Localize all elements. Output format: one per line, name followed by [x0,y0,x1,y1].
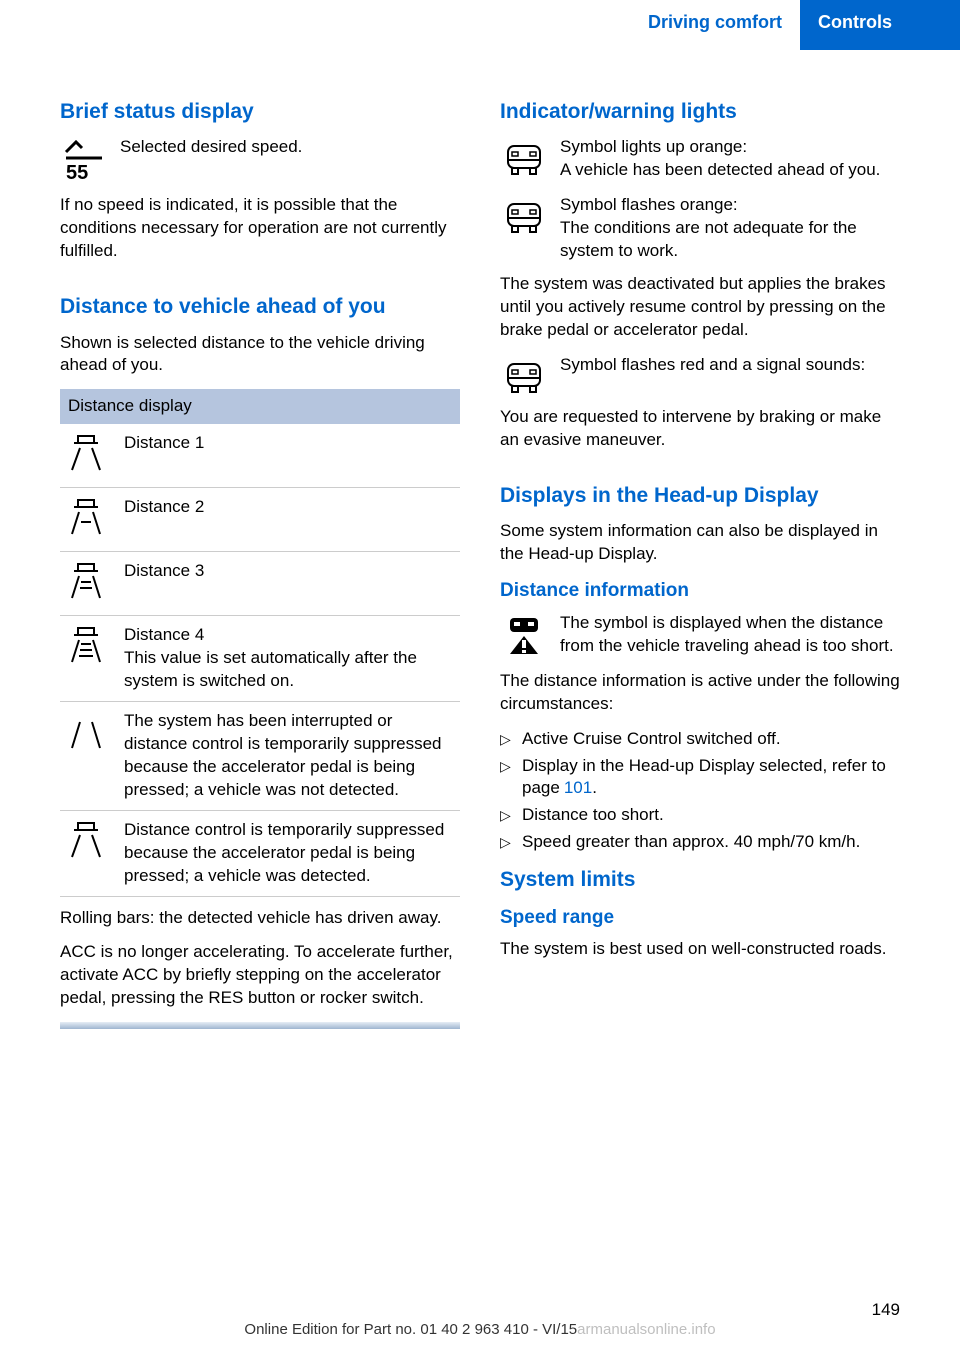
distance-4-icon [60,616,116,702]
table-row: Distance 3 [60,552,460,616]
distance-title: Distance to vehicle ahead of you [60,293,460,321]
brief-body: If no speed is indicated, it is possible… [60,194,460,263]
distinfo-bullets: ▷ Active Cruise Control switched off. ▷ … [500,728,900,855]
bullet-icon: ▷ [500,728,522,750]
left-column: Brief status display 55 Selected desired… [60,98,460,1029]
brief-title: Brief status display [60,98,460,126]
indicator-2-text: Symbol flashes orange: The conditions ar… [560,194,900,263]
bullet-4: Speed greater than approx. 40 mph/70 km/… [522,831,900,854]
distance-3-icon [60,552,116,616]
list-item: ▷ Display in the Head-up Display selecte… [500,755,900,801]
section-divider [60,1022,460,1029]
distance-intro: Shown is selected distance to the vehicl… [60,332,460,378]
bullet-icon: ▷ [500,755,522,777]
distinfo-intro: The distance information is active under… [500,670,900,716]
list-item: ▷ Speed greater than approx. 40 mph/70 k… [500,831,900,854]
table-row: Distance 2 [60,488,460,552]
indicator-2b: The conditions are not adequate for the … [560,217,900,263]
distance-2-icon [60,488,116,552]
table-row: Distance 1 [60,424,460,487]
page-link-101[interactable]: 101 [564,778,592,797]
footer-a: Online Edition for Part no. 01 40 2 963 … [244,1321,577,1338]
distance-4-cell: Distance 4 This value is set automatical… [116,616,460,702]
footer-b: armanualsonline.info [577,1321,715,1338]
table-row: Distance 4 This value is set automatical… [60,616,460,702]
bullet-icon: ▷ [500,831,522,853]
distance-suppressed-text: Distance control is temporarily suppress… [116,810,460,896]
speed-55-icon: 55 [60,136,108,184]
brief-icon-label: Selected desired speed. [120,136,460,159]
hud-body: Some system information can also be disp… [500,520,900,566]
car-outline-icon [500,136,548,184]
breadcrumb: Driving comfort [630,0,800,50]
car-outline-icon [500,194,548,242]
bullet-icon: ▷ [500,804,522,826]
list-item: ▷ Distance too short. [500,804,900,827]
speed-range-title: Speed range [500,905,900,931]
distance-table-header: Distance display [60,389,460,424]
car-outline-icon [500,354,548,402]
table-row: Distance control is temporarily suppress… [60,810,460,896]
page-number: 149 [872,1299,900,1322]
distance-2-label: Distance 2 [116,488,460,552]
bullet-3: Distance too short. [522,804,900,827]
indicator-para: The system was deactivated but applies t… [500,273,900,342]
distinfo-title: Distance information [500,578,900,604]
distance-1-icon [60,424,116,487]
indicator-3-text: Symbol flashes red and a signal sounds: [560,354,900,377]
distance-1-label: Distance 1 [116,424,460,487]
indicator-3a: Symbol flashes red and a signal sounds: [560,354,900,377]
bullet-2: Display in the Head-up Display selected,… [522,755,900,801]
rolling-bars: Rolling bars: the detected vehicle has d… [60,907,460,930]
distance-warning-icon [500,612,548,660]
acc-note: ACC is no longer accelerating. To accele… [60,941,460,1010]
indicator-row-3: Symbol flashes red and a signal sounds: [500,354,900,402]
svg-text:55: 55 [66,162,88,182]
indicator-1-text: Symbol lights up orange: A vehicle has b… [560,136,900,182]
header: Driving comfort Controls [0,0,960,50]
indicator-1b: A vehicle has been detected ahead of you… [560,159,900,182]
distance-suppressed-icon [60,810,116,896]
speed-range-body: The system is best used on well-construc… [500,938,900,961]
limits-title: System limits [500,866,900,894]
footer-line: Online Edition for Part no. 01 40 2 963 … [0,1320,960,1340]
table-row: The system has been interrupted or dista… [60,701,460,810]
distance-interrupted-text: The system has been interrupted or dista… [116,701,460,810]
bullet-1: Active Cruise Control switched off. [522,728,900,751]
right-column: Indicator/warning lights Symbol lights u… [500,98,900,1029]
indicator-title: Indicator/warning lights [500,98,900,126]
indicator-3b: You are requested to intervene by brakin… [500,406,900,452]
section-label: Controls [800,0,960,50]
hud-title: Displays in the Head-up Display [500,482,900,510]
distance-interrupted-icon [60,701,116,810]
list-item: ▷ Active Cruise Control switched off. [500,728,900,751]
bullet-2-suffix: . [592,778,597,797]
content: Brief status display 55 Selected desired… [0,50,960,1029]
distinfo-icon-body: The symbol is displayed when the distanc… [560,612,900,658]
indicator-row-1: Symbol lights up orange: A vehicle has b… [500,136,900,184]
distinfo-icon-row: The symbol is displayed when the distanc… [500,612,900,660]
distance-table: Distance display Distance 1 Distance 2 [60,389,460,896]
indicator-1a: Symbol lights up orange: [560,136,900,159]
indicator-row-2: Symbol flashes orange: The conditions ar… [500,194,900,263]
distance-3-label: Distance 3 [116,552,460,616]
distance-4-label: Distance 4 [124,624,452,647]
indicator-2a: Symbol flashes orange: [560,194,900,217]
brief-icon-row: 55 Selected desired speed. [60,136,460,184]
distance-4-extra: This value is set automatically after th… [124,647,452,693]
